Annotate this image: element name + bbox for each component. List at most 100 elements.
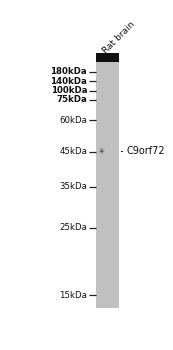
Bar (97, 150, 98, 151)
Bar (102, 152, 103, 153)
Bar (103, 150, 104, 151)
Bar (105, 150, 106, 151)
Bar (105, 149, 106, 150)
Bar (105, 151, 106, 152)
Bar (99, 149, 100, 150)
Text: 15kDa: 15kDa (59, 291, 87, 300)
Bar (108, 149, 109, 150)
Bar (103, 153, 104, 154)
Bar (103, 149, 104, 150)
Bar (102, 149, 103, 150)
Bar (96, 153, 97, 154)
Bar (108, 152, 109, 153)
Bar (100, 152, 101, 153)
Bar (105, 147, 106, 148)
Bar (99, 153, 100, 154)
Text: 60kDa: 60kDa (59, 116, 87, 125)
Bar (102, 147, 103, 148)
Bar (98, 148, 99, 149)
Bar (109, 149, 110, 150)
Bar (101, 152, 102, 153)
Bar (104, 154, 105, 155)
Bar (106, 149, 107, 150)
Bar (107, 153, 108, 154)
Bar (107, 154, 108, 155)
Bar (98, 149, 99, 150)
Bar (106, 153, 107, 154)
Bar (107, 147, 108, 148)
Bar (97, 150, 98, 151)
Text: 180kDa: 180kDa (50, 67, 87, 76)
Bar (104, 149, 105, 150)
Bar (101, 147, 102, 148)
Bar (104, 149, 105, 150)
Bar (109, 151, 110, 152)
Bar (108, 150, 109, 151)
Bar (108, 147, 109, 148)
Bar (100, 150, 101, 151)
Bar (103, 152, 104, 153)
Bar (97, 151, 98, 152)
Bar (101, 149, 102, 150)
Bar (107, 149, 108, 150)
Bar (98, 154, 99, 155)
Bar (105, 152, 106, 153)
Bar (107, 154, 108, 155)
Bar (100, 150, 101, 151)
Bar (102, 151, 103, 152)
Bar (109, 154, 110, 155)
Bar (105, 154, 106, 155)
Bar (100, 151, 101, 152)
Bar (105, 149, 106, 150)
Bar (100, 149, 101, 150)
Bar (99, 151, 100, 152)
Bar (109, 150, 110, 151)
Bar (96, 152, 97, 153)
Bar (109, 148, 110, 149)
Bar (96, 53, 120, 62)
Bar (102, 154, 103, 155)
Bar (105, 153, 106, 154)
Bar (102, 150, 103, 151)
Bar (107, 148, 108, 149)
Bar (108, 150, 109, 151)
Bar (97, 148, 98, 149)
Bar (103, 151, 104, 152)
Bar (104, 150, 105, 151)
Text: 140kDa: 140kDa (50, 77, 87, 86)
Bar (106, 149, 107, 150)
Bar (98, 149, 99, 150)
Bar (109, 152, 110, 153)
Bar (106, 151, 107, 152)
Bar (110, 154, 111, 155)
Bar (96, 154, 97, 155)
Bar (109, 153, 110, 154)
Bar (110, 149, 111, 150)
Bar (104, 147, 105, 148)
Bar (104, 148, 105, 149)
Bar (105, 150, 106, 151)
Bar (98, 150, 99, 151)
Bar (102, 154, 103, 155)
Bar (104, 151, 105, 152)
Bar (105, 154, 106, 155)
Bar (101, 149, 102, 150)
Bar (96, 149, 97, 150)
Bar (98, 147, 99, 148)
Bar (104, 152, 105, 153)
Bar (98, 153, 99, 154)
Bar (107, 150, 108, 151)
Bar (104, 154, 105, 155)
Bar (98, 154, 99, 155)
Text: C9orf72: C9orf72 (126, 146, 165, 156)
Bar (110, 153, 111, 154)
Bar (109, 147, 110, 148)
Bar (110, 148, 111, 149)
Bar (106, 152, 107, 153)
Bar (96, 150, 97, 151)
Bar (98, 151, 99, 152)
Bar (107, 149, 108, 150)
Text: 45kDa: 45kDa (59, 147, 87, 156)
Bar (103, 154, 104, 155)
Bar (101, 154, 102, 155)
